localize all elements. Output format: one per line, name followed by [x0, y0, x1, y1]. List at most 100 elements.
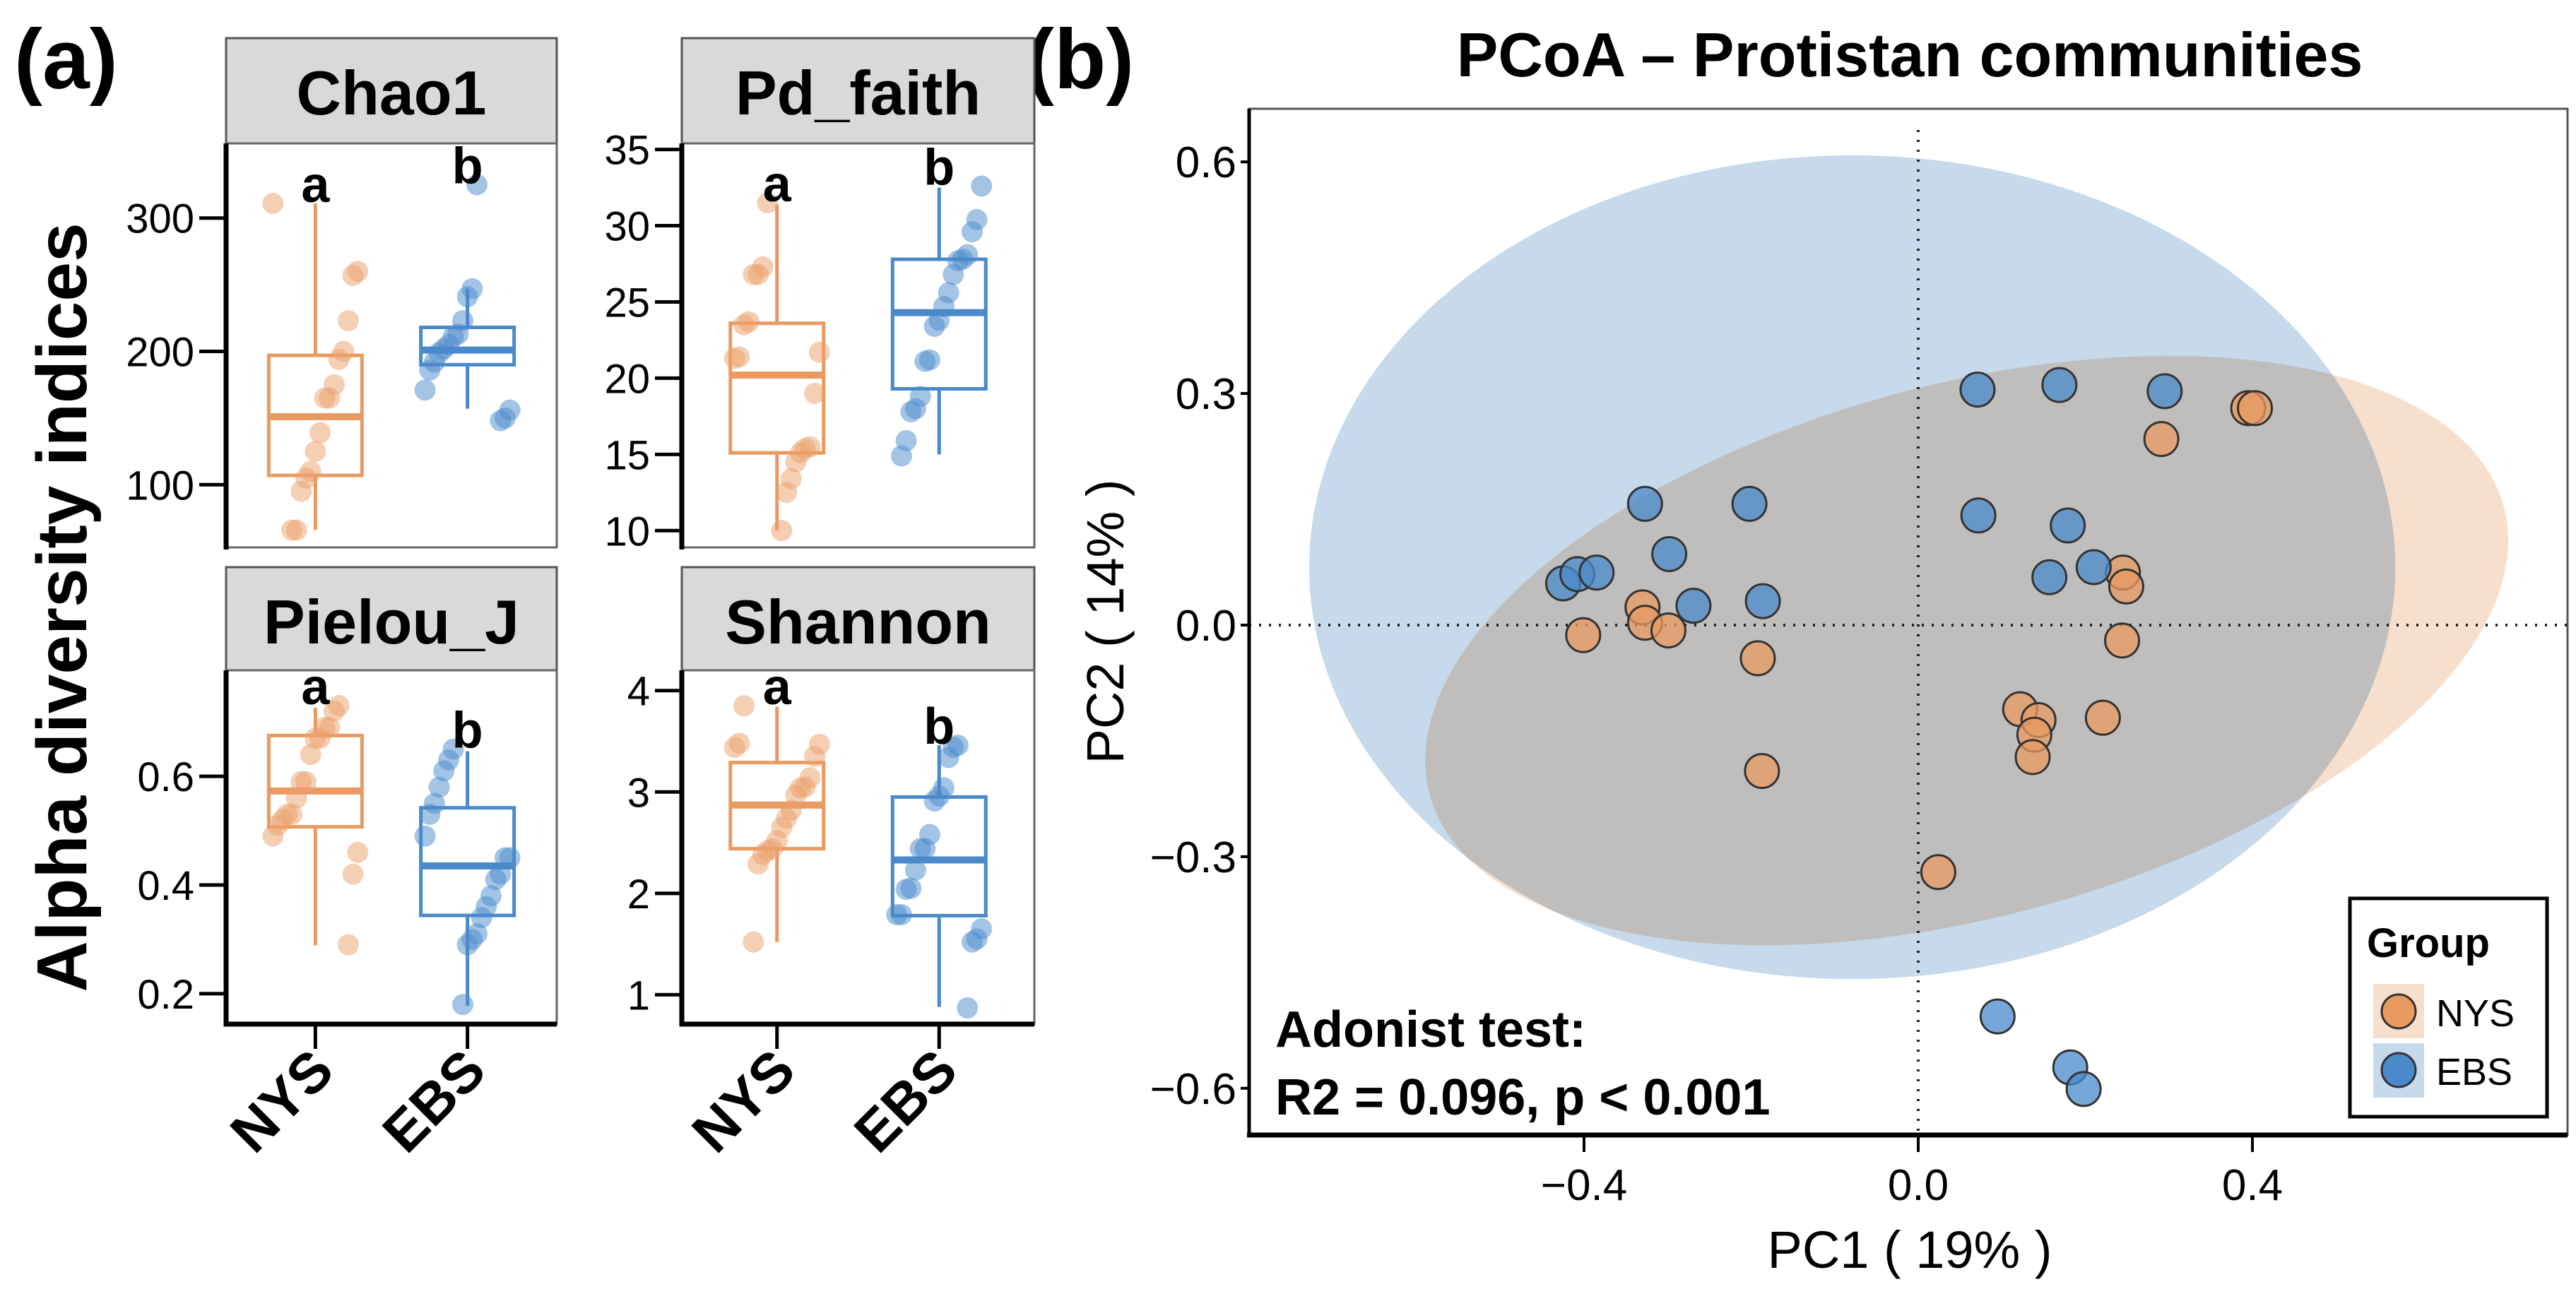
facet-panel: [225, 142, 558, 549]
facet-pd_faith: Pd_faith 10 15 20 25 30 35 a b: [604, 37, 1036, 554]
y-tick-label: 0.2: [137, 972, 194, 1018]
data-point: [451, 994, 473, 1016]
pcoa-point-ebs: [1626, 485, 1663, 522]
y-tick-label: 3: [627, 770, 650, 816]
significance-letter: b: [452, 138, 483, 195]
data-point: [743, 931, 764, 953]
data-point: [414, 379, 436, 401]
facet-title: Chao1: [297, 58, 487, 128]
data-point: [309, 422, 331, 444]
boxplot-nys: [723, 695, 830, 953]
facet-chao1: Chao1 100 200 300 a b: [126, 37, 558, 550]
facet-panel: [680, 142, 1036, 549]
data-point: [290, 771, 312, 792]
pcoa-point-ebs: [1651, 535, 1688, 572]
legend-label-ebs: EBS: [2436, 1051, 2512, 1093]
data-point: [324, 700, 345, 722]
significance-letter: b: [452, 703, 483, 759]
data-point: [262, 192, 284, 214]
data-point: [490, 410, 512, 432]
significance-letter: a: [763, 659, 792, 715]
facet-title: Pielou_J: [264, 587, 519, 657]
pcoa-point-ebs: [1675, 588, 1712, 624]
data-point: [723, 348, 745, 369]
y-tick-label: 0.4: [137, 863, 194, 909]
data-point: [938, 747, 959, 768]
pcoa-point-nys: [1920, 854, 1956, 891]
data-point: [733, 695, 755, 717]
legend-title: Group: [2367, 920, 2490, 966]
x-tick-label-nys: NYS: [218, 1038, 345, 1164]
data-point: [262, 825, 284, 847]
box-iqr: [890, 257, 988, 391]
data-point: [771, 520, 793, 542]
pcoa-point-nys: [1744, 753, 1780, 790]
data-point: [290, 480, 312, 502]
boxplot-nys: [723, 192, 830, 542]
data-point: [895, 879, 917, 901]
legend: Group NYS EBS: [2348, 896, 2549, 1119]
pcoa-point-nys: [2237, 390, 2274, 427]
y-tick-label: 10: [604, 509, 650, 554]
facet-strip: [680, 37, 1036, 145]
x-tick-label: −0.4: [1541, 1161, 1627, 1210]
boxplot-nys: [262, 192, 369, 541]
facet-strip: [225, 566, 558, 672]
facet-strip: [680, 566, 1036, 672]
alpha-y-axis-label: Alpha diversity indices: [23, 222, 102, 992]
y-tick-label: 0.6: [137, 754, 194, 800]
boxplot-ebs: [414, 174, 521, 432]
data-point: [414, 825, 436, 847]
panel-a-label: (a): [14, 12, 118, 107]
x-tick-label: 0.0: [1888, 1161, 1949, 1210]
legend-key-nys-point: [2380, 993, 2417, 1030]
data-point: [281, 519, 303, 541]
legend-key-ebs-point: [2380, 1052, 2417, 1088]
data-point: [466, 174, 488, 196]
data-point: [342, 264, 364, 286]
pcoa-x-axis-label: PC1 ( 19% ): [1767, 1220, 2052, 1279]
y-tick-label: 35: [604, 128, 650, 174]
facet-shannon: Shannon 1 2 3 4 NYS EBS a b: [627, 566, 1036, 1164]
data-point: [305, 441, 326, 463]
boxplot-ebs: [414, 738, 521, 1016]
data-point: [804, 382, 826, 404]
pcoa-point-ebs: [2050, 507, 2086, 544]
facet-title: Pd_faith: [735, 58, 981, 128]
facet-panel: [225, 669, 558, 1026]
significance-letter: b: [923, 139, 955, 196]
pcoa-title: PCoA – Protistan communities: [1457, 20, 2363, 90]
pcoa-point-ebs: [2075, 549, 2112, 586]
data-point: [338, 934, 360, 956]
data-point: [419, 803, 441, 825]
adonis-test-label: Adonist test:: [1275, 1002, 1586, 1058]
data-point: [923, 790, 945, 812]
pcoa-point-nys: [2108, 568, 2144, 605]
pcoa-point-ebs: [2065, 1071, 2102, 1107]
pcoa-point-nys: [2014, 739, 2051, 776]
data-point: [723, 737, 745, 759]
data-point: [300, 744, 321, 766]
data-point: [342, 863, 364, 885]
y-tick-label: 0.6: [1176, 138, 1236, 187]
y-tick-label: 2: [627, 872, 650, 917]
data-point: [485, 869, 507, 891]
panel-b-label: (b): [1026, 12, 1134, 107]
pcoa-plot-area: −0.6 −0.3 0.0 0.3 0.6 −0.4 0.0 0.4: [1150, 107, 2569, 1210]
data-point: [914, 350, 936, 372]
y-tick-label: −0.6: [1150, 1065, 1236, 1114]
pcoa-point-ebs: [1979, 998, 2016, 1035]
data-point: [748, 853, 769, 875]
pcoa-point-ebs: [1731, 485, 1768, 522]
pcoa-point-nys: [1739, 640, 1776, 677]
pcoa-point-nys: [2104, 622, 2141, 659]
x-tick-label-nys: NYS: [680, 1038, 806, 1164]
ellipse-nys: [1425, 355, 2509, 946]
x-tick-label: 0.4: [2222, 1161, 2283, 1210]
y-tick-label: −0.3: [1150, 833, 1236, 882]
y-tick-label: 0.3: [1176, 370, 1236, 419]
data-point: [804, 746, 826, 768]
data-point: [971, 175, 993, 197]
pcoa-point-ebs: [2031, 559, 2068, 595]
